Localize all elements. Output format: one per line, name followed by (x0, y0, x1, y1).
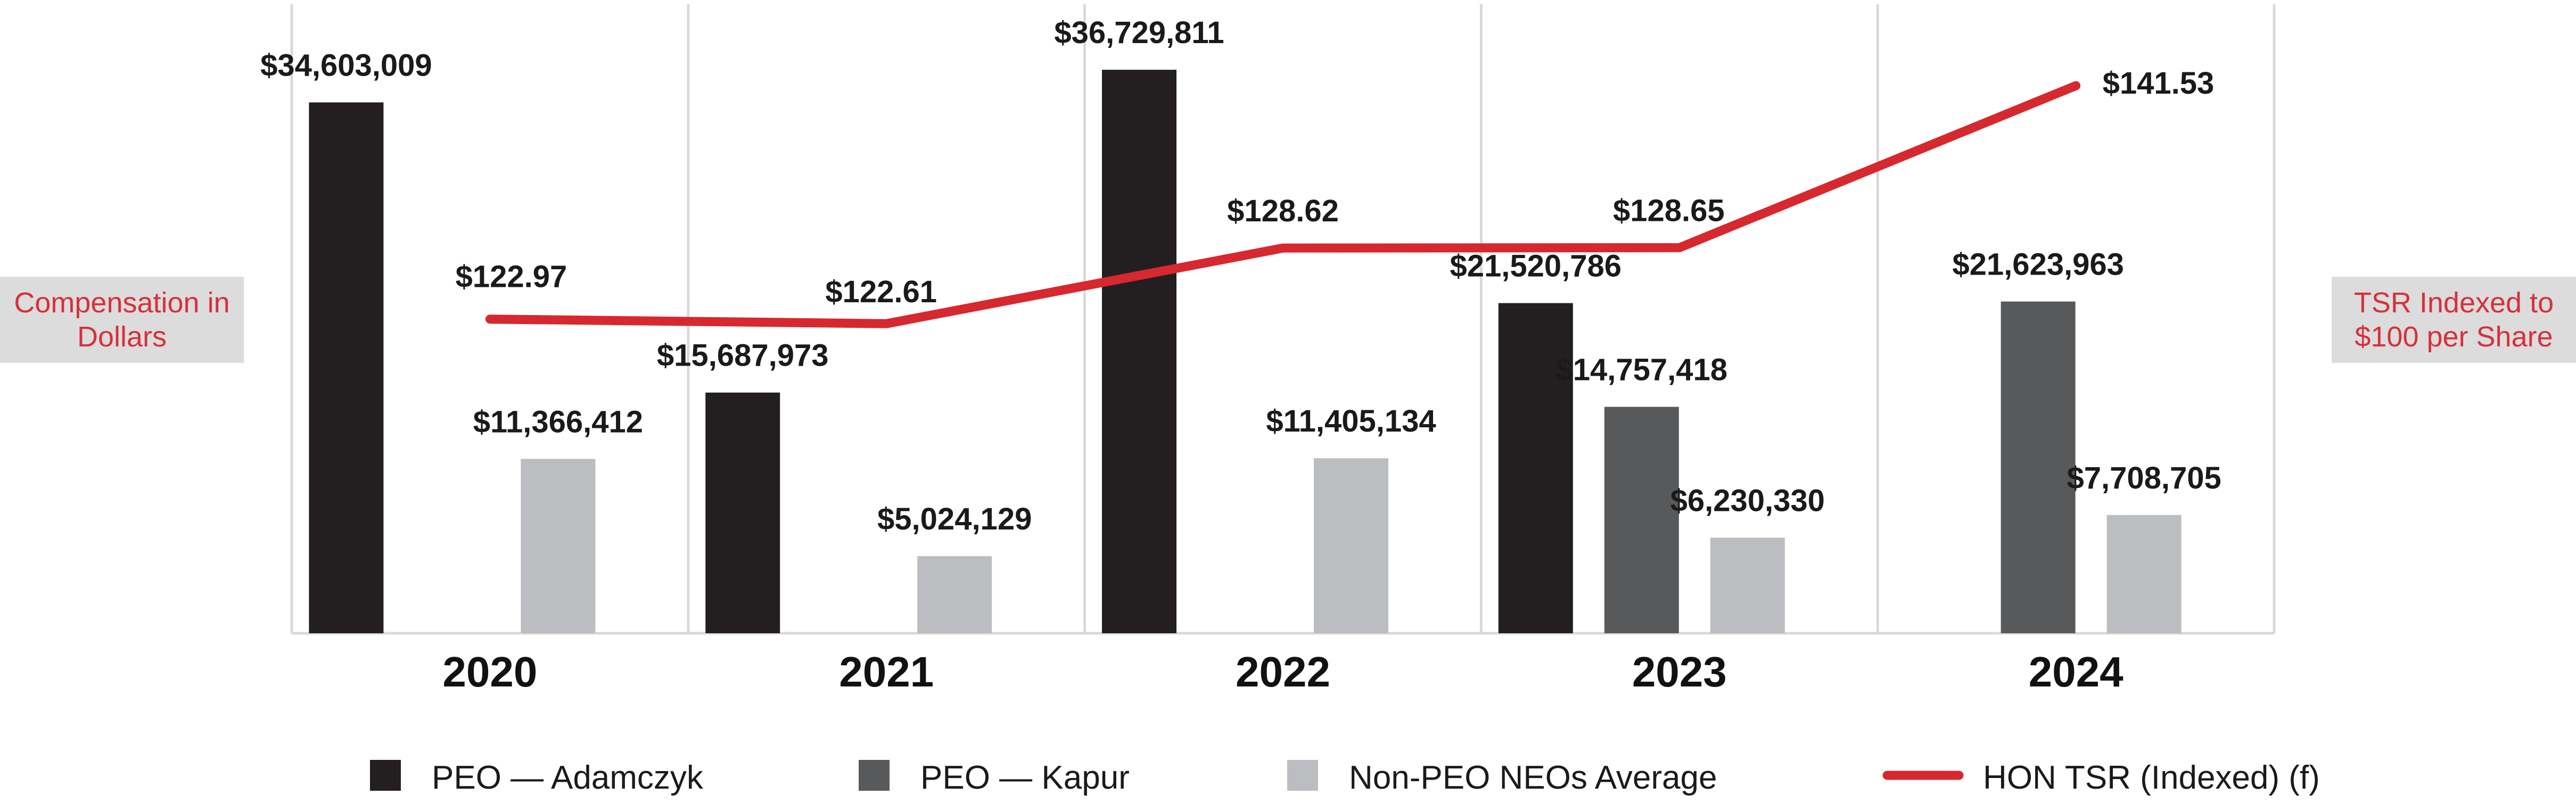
bar-value-label: $5,024,129 (877, 502, 1032, 536)
right-axis-label: TSR Indexed to $100 per Share (2332, 277, 2576, 363)
tsr-point (1282, 247, 1283, 249)
legend-label-2: Non-PEO NEOs Average (1349, 759, 1717, 796)
left-axis-label: Compensation in Dollars (0, 277, 244, 363)
bar-2-2020 (521, 459, 596, 633)
legend-swatch-1 (859, 760, 890, 791)
bar-value-label: $6,230,330 (1670, 483, 1825, 518)
legend-swatch-2 (1287, 760, 1318, 791)
tsr-point (886, 323, 887, 325)
legend-label-3: HON TSR (Indexed) (f) (1983, 759, 2320, 796)
bar-value-label: $21,520,786 (1450, 249, 1622, 284)
bar-value-label: $11,366,412 (473, 404, 643, 439)
bar-0-2022 (1102, 70, 1176, 633)
bar-0-2020 (309, 102, 384, 634)
x-tick-label: 2023 (1632, 648, 1727, 696)
bar-0-2023 (1498, 303, 1573, 633)
bar-2-2021 (917, 556, 992, 633)
bar-value-label: $14,757,418 (1556, 353, 1728, 387)
tsr-point (489, 318, 491, 320)
tsr-point (1678, 247, 1680, 249)
bar-value-label: $36,729,811 (1054, 15, 1224, 50)
x-tick-label: 2021 (839, 648, 934, 696)
tsr-value-label: $141.53 (2103, 66, 2215, 101)
legend-label-0: PEO — Adamczyk (432, 759, 704, 796)
x-tick-label: 2022 (1236, 648, 1330, 696)
bar-value-label: $15,687,973 (657, 338, 829, 373)
tsr-value-label: $122.61 (825, 275, 937, 309)
tsr-value-label: $122.97 (456, 260, 567, 294)
x-tick-label: 2024 (2029, 648, 2124, 696)
x-tick-label: 2020 (442, 648, 537, 696)
legend-swatch-0 (370, 760, 401, 791)
bar-value-label: $34,603,009 (260, 48, 432, 82)
bar-1-2023 (1604, 407, 1679, 633)
bar-1-2024 (2001, 301, 2076, 633)
tsr-value-label: $128.62 (1227, 194, 1339, 228)
tsr-point (2075, 85, 2077, 86)
bar-value-label: $11,405,134 (1266, 404, 1436, 438)
bar-2-2024 (2106, 515, 2182, 633)
legend-label-1: PEO — Kapur (920, 759, 1130, 796)
bar-value-label: $7,708,705 (2067, 461, 2221, 495)
bar-2-2022 (1314, 458, 1388, 633)
bar-value-label: $21,623,963 (1952, 247, 2124, 282)
bar-0-2021 (705, 392, 780, 633)
tsr-value-label: $128.65 (1613, 193, 1725, 228)
bar-2-2023 (1710, 537, 1785, 633)
